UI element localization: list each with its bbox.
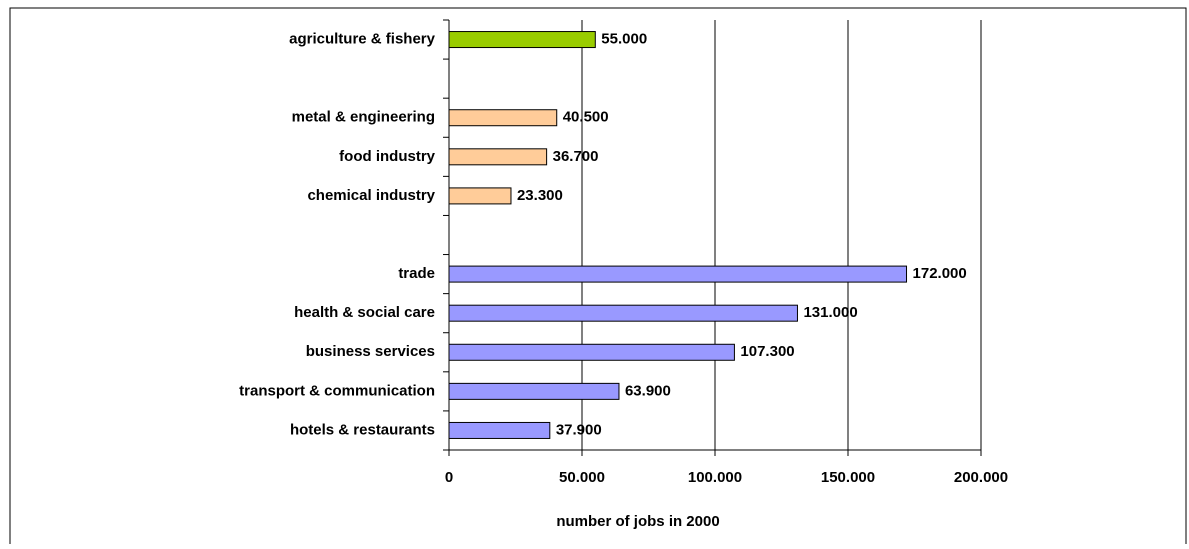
y-tick-label: health & social care: [294, 304, 435, 321]
y-tick-label: trade: [398, 265, 435, 282]
data-label: 23.300: [517, 187, 563, 204]
y-tick-label: metal & engineering: [292, 109, 435, 126]
y-tick-label: agriculture & fishery: [289, 31, 436, 48]
x-tick-label: 50.000: [559, 469, 605, 486]
bar: [448, 421, 551, 439]
y-tick-label: business services: [306, 343, 435, 360]
data-label: 40.500: [563, 109, 609, 126]
x-tick-label: 100.000: [688, 469, 742, 486]
data-label: 172.000: [913, 265, 967, 282]
bar: [448, 304, 798, 322]
data-label: 37.900: [556, 421, 602, 438]
y-tick-label: hotels & restaurants: [290, 421, 435, 438]
data-label: 63.900: [625, 382, 671, 399]
data-label: 107.300: [740, 343, 794, 360]
x-axis-label: number of jobs in 2000: [556, 513, 719, 530]
y-tick-label: transport & communication: [239, 382, 435, 399]
x-tick-label: 150.000: [821, 469, 875, 486]
data-label: 36.700: [553, 148, 599, 165]
bar: [448, 31, 596, 49]
x-tick-label: 0: [445, 469, 453, 486]
bar: [448, 109, 558, 127]
bar: [448, 265, 908, 283]
y-tick-label: chemical industry: [307, 187, 435, 204]
y-tick-label: food industry: [339, 148, 435, 165]
data-label: 131.000: [803, 304, 857, 321]
bar: [448, 382, 620, 400]
bar: [448, 148, 548, 166]
bar: [448, 187, 512, 205]
bar: [448, 343, 735, 361]
data-label: 55.000: [601, 31, 647, 48]
x-tick-label: 200.000: [954, 469, 1008, 486]
